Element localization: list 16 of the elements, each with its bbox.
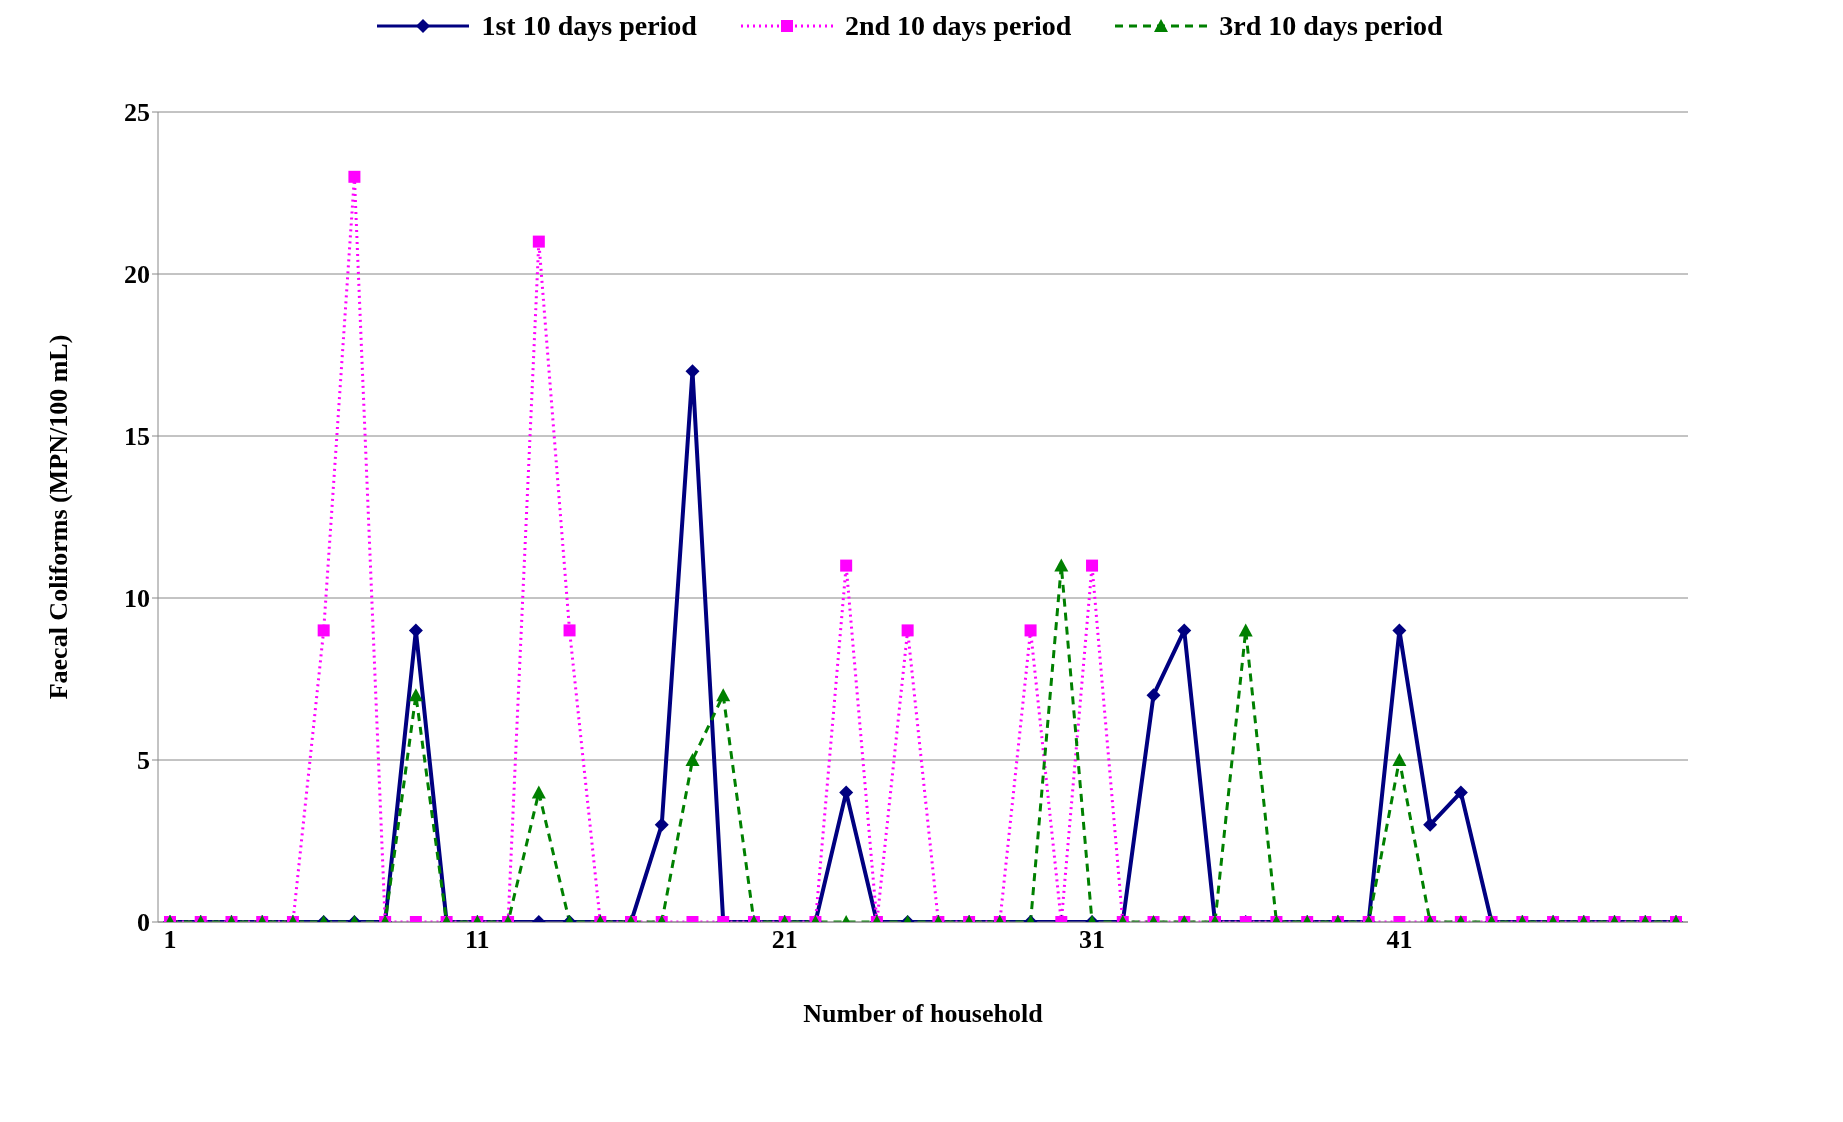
x-tick-label: 21 — [771, 925, 798, 955]
legend-label: 3rd 10 days period — [1219, 10, 1443, 42]
y-tick-label: 15 — [124, 422, 150, 452]
y-tick-label: 25 — [124, 98, 150, 128]
y-tick-label: 0 — [137, 908, 150, 938]
y-tick-label: 5 — [137, 746, 150, 776]
x-tick-label: 41 — [1386, 925, 1413, 955]
y-tick-label: 20 — [124, 260, 150, 290]
legend-label: 2nd 10 days period — [844, 10, 1072, 42]
y-tick-label: 10 — [124, 584, 150, 614]
x-tick-label: 11 — [465, 925, 490, 955]
x-axis-title: Number of household — [803, 999, 1044, 1028]
x-tick-label: 31 — [1079, 925, 1106, 955]
legend-label: 1st 10 days period — [481, 10, 697, 42]
x-tick-label: 1 — [163, 925, 177, 955]
y-axis-title: Faecal Coliforms (MPN/100 mL) — [44, 334, 74, 700]
